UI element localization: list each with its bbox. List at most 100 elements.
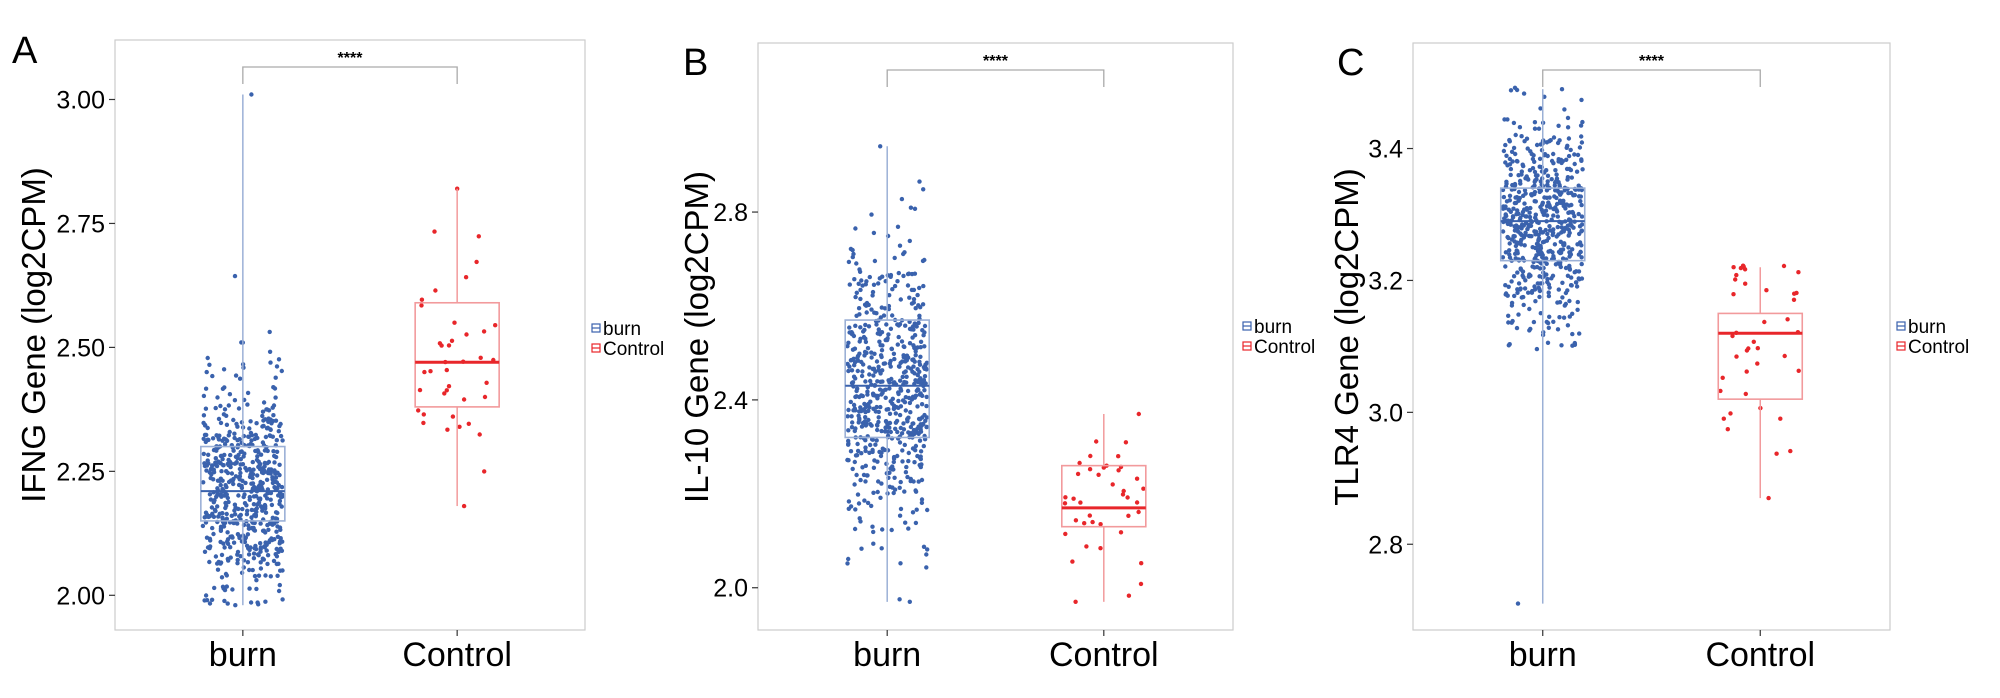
data-point bbox=[1509, 149, 1515, 154]
data-point bbox=[245, 390, 251, 396]
data-point bbox=[921, 283, 926, 289]
data-point bbox=[1743, 281, 1748, 286]
data-point bbox=[1791, 297, 1797, 302]
data-point bbox=[862, 498, 867, 503]
data-point bbox=[872, 310, 877, 315]
data-point bbox=[205, 355, 210, 361]
data-point bbox=[244, 503, 249, 508]
data-point bbox=[1579, 202, 1584, 208]
data-point bbox=[1547, 314, 1552, 319]
data-point bbox=[210, 525, 215, 531]
data-point bbox=[916, 431, 921, 436]
data-point bbox=[1565, 323, 1571, 328]
data-point bbox=[847, 282, 852, 287]
data-point bbox=[271, 558, 277, 564]
data-point bbox=[1574, 284, 1580, 289]
data-point bbox=[266, 408, 272, 413]
data-point bbox=[248, 441, 253, 447]
data-point bbox=[1075, 471, 1081, 477]
data-point bbox=[1559, 87, 1565, 92]
data-point bbox=[1544, 256, 1549, 261]
y-tick-label: 3.4 bbox=[1368, 136, 1403, 164]
data-point bbox=[849, 368, 855, 373]
data-point bbox=[250, 475, 255, 481]
data-point bbox=[274, 516, 280, 522]
data-point bbox=[219, 575, 225, 580]
data-point bbox=[416, 408, 421, 413]
data-point bbox=[850, 420, 855, 425]
data-point bbox=[878, 404, 883, 410]
data-point bbox=[258, 521, 263, 526]
data-point bbox=[253, 543, 258, 549]
data-point bbox=[1514, 195, 1520, 200]
data-point bbox=[870, 449, 875, 455]
data-point bbox=[1508, 222, 1513, 227]
data-point bbox=[249, 92, 254, 97]
data-point bbox=[1063, 531, 1068, 537]
data-point bbox=[869, 350, 874, 355]
data-point bbox=[482, 394, 488, 400]
data-point bbox=[222, 545, 227, 550]
data-point bbox=[1778, 416, 1783, 421]
data-point bbox=[922, 412, 927, 418]
data-point bbox=[1557, 315, 1562, 320]
data-point bbox=[463, 275, 469, 280]
data-point bbox=[918, 305, 923, 310]
data-point bbox=[244, 543, 250, 548]
data-point bbox=[1542, 152, 1548, 157]
data-point bbox=[1540, 255, 1546, 260]
data-point bbox=[1511, 145, 1517, 151]
data-point bbox=[1514, 325, 1520, 331]
data-point bbox=[846, 259, 852, 265]
data-point bbox=[1578, 123, 1584, 128]
data-point bbox=[218, 476, 223, 481]
data-point bbox=[854, 388, 859, 394]
data-point bbox=[224, 516, 229, 521]
data-point bbox=[1566, 245, 1571, 250]
data-point bbox=[851, 356, 856, 361]
data-point bbox=[911, 364, 916, 369]
data-point bbox=[1566, 153, 1572, 159]
data-point bbox=[853, 394, 858, 400]
data-point bbox=[255, 448, 260, 453]
data-point bbox=[911, 327, 916, 332]
data-point bbox=[1540, 200, 1546, 205]
data-point bbox=[218, 420, 224, 426]
data-point bbox=[880, 446, 885, 451]
data-point bbox=[235, 438, 240, 443]
data-point bbox=[212, 498, 217, 503]
legend-label: burn bbox=[1254, 317, 1292, 338]
data-point bbox=[905, 271, 911, 277]
data-point bbox=[203, 386, 209, 391]
data-point bbox=[252, 573, 258, 579]
data-point bbox=[279, 484, 285, 490]
data-point bbox=[1551, 213, 1556, 218]
data-point bbox=[869, 355, 874, 360]
data-point bbox=[1551, 135, 1557, 140]
data-point bbox=[253, 494, 259, 499]
data-point bbox=[868, 442, 873, 448]
data-point bbox=[1544, 168, 1549, 173]
data-point bbox=[1547, 228, 1553, 233]
data-point bbox=[280, 597, 285, 602]
data-point bbox=[236, 493, 241, 498]
data-point bbox=[444, 388, 449, 393]
data-point bbox=[1572, 270, 1577, 275]
box bbox=[844, 319, 931, 439]
data-point bbox=[233, 454, 239, 459]
data-point bbox=[1556, 123, 1561, 128]
data-point bbox=[851, 408, 856, 413]
data-point bbox=[228, 478, 234, 483]
data-point bbox=[227, 392, 233, 397]
data-point bbox=[857, 409, 862, 414]
data-point bbox=[477, 432, 482, 437]
data-point bbox=[446, 343, 452, 348]
data-point bbox=[249, 515, 254, 520]
data-point bbox=[915, 372, 920, 378]
data-point bbox=[272, 521, 277, 526]
data-point bbox=[1554, 201, 1560, 207]
data-point bbox=[1518, 181, 1523, 186]
data-point bbox=[912, 395, 917, 400]
data-point bbox=[215, 567, 221, 572]
